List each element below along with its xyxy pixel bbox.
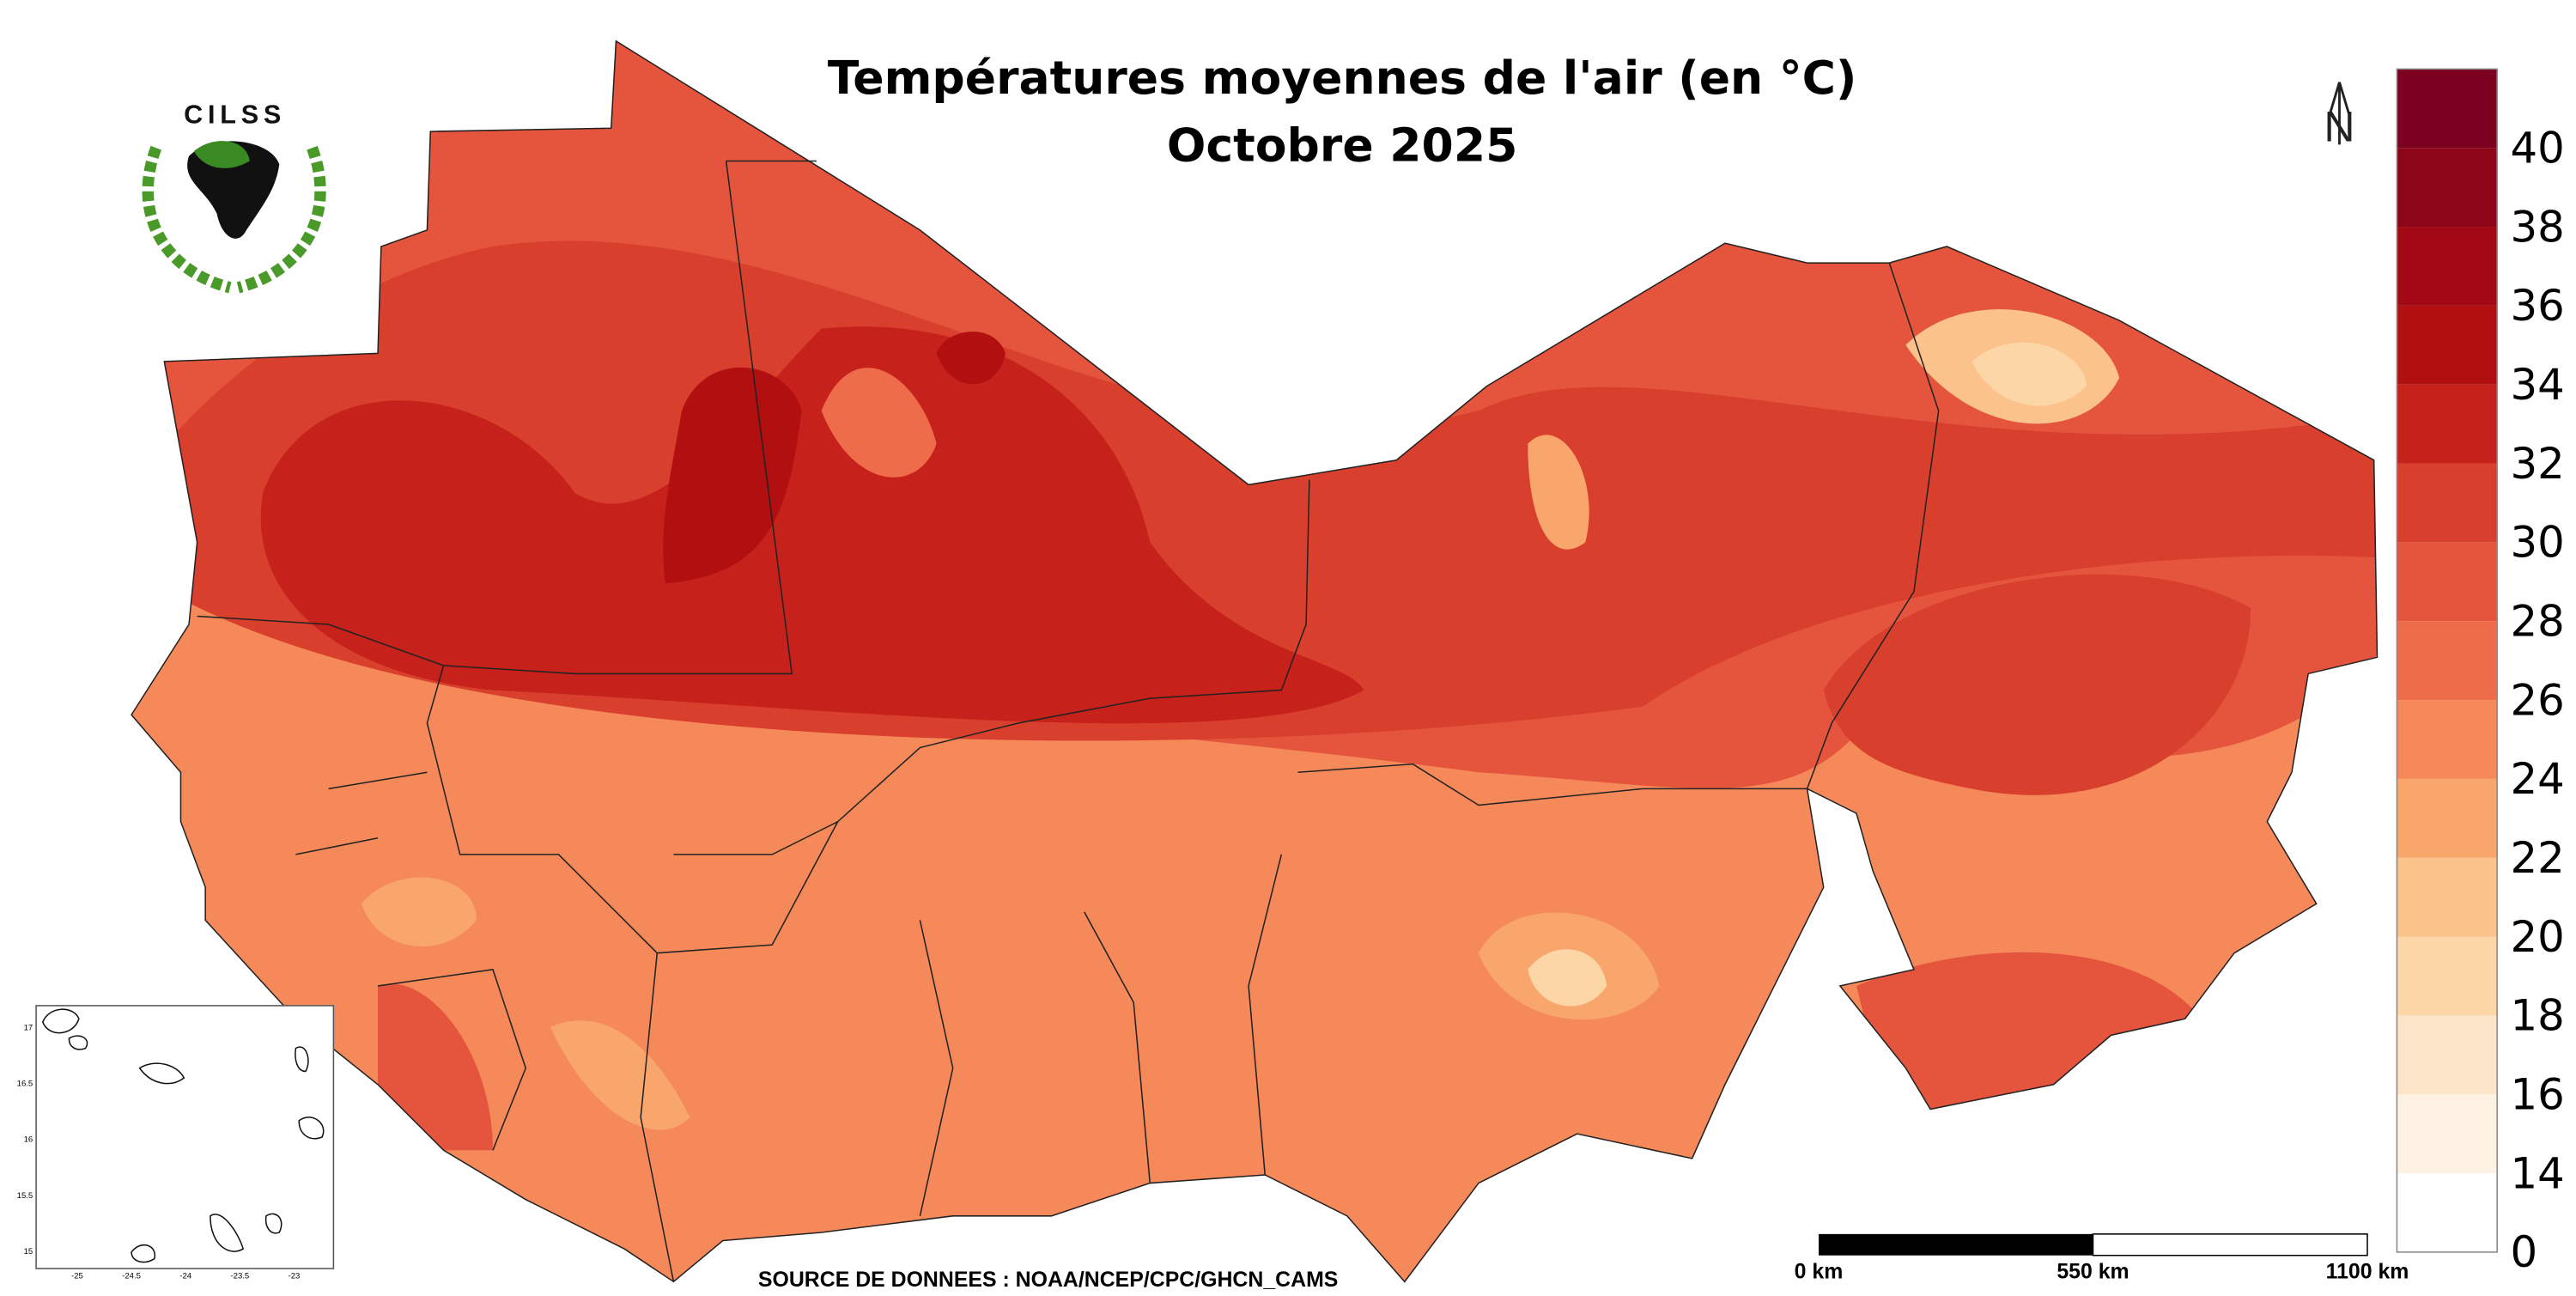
north-label: N xyxy=(2324,103,2355,151)
legend-swatch xyxy=(2397,69,2498,149)
legend-frame xyxy=(2396,68,2498,1253)
legend-swatch xyxy=(2397,700,2498,779)
inset-x-label: -25 xyxy=(71,1272,83,1281)
source-note: SOURCE DE DONNEES : NOAA/NCEP/CPC/GHCN_C… xyxy=(758,1268,1338,1292)
logo: CILSS xyxy=(142,100,326,294)
inset-x-label: -24 xyxy=(179,1272,191,1281)
title: Températures moyennes de l'air (en °C) xyxy=(828,51,1857,105)
scale-bar-dark xyxy=(1818,1233,2093,1256)
legend-label: 30 xyxy=(2510,518,2564,568)
legend-label: 24 xyxy=(2510,754,2564,804)
legend-label: 20 xyxy=(2510,912,2564,962)
region-outline xyxy=(131,40,2379,1283)
inset-y-label: 15.5 xyxy=(17,1191,33,1201)
legend-swatch xyxy=(2397,542,2498,622)
legend-label: 18 xyxy=(2510,991,2564,1041)
legend-label: 38 xyxy=(2510,202,2564,252)
north-arrow: N xyxy=(2324,82,2355,151)
scale-bar-light xyxy=(2092,1233,2368,1256)
legend-swatch xyxy=(2397,936,2498,1016)
subtitle: Octobre 2025 xyxy=(1167,119,1518,173)
legend-swatch xyxy=(2397,778,2498,858)
inset-y-label: 15 xyxy=(24,1247,33,1256)
legend-swatch xyxy=(2397,1173,2498,1252)
inset-x-label: -24.5 xyxy=(122,1272,141,1281)
legend-label: 14 xyxy=(2510,1148,2564,1198)
legend-label: 32 xyxy=(2510,439,2564,489)
country-borders xyxy=(197,160,1940,1282)
legend-label: 26 xyxy=(2510,675,2564,725)
legend: 0 14 16 18 20 22 24 26 28 30 32 34 36 38 40 xyxy=(2396,68,2565,1277)
legend-swatch xyxy=(2397,384,2498,464)
logo-text: CILSS xyxy=(184,100,286,129)
legend-swatch xyxy=(2397,463,2498,543)
inset-y-label: 16.5 xyxy=(17,1080,33,1089)
inset-x-label: -23.5 xyxy=(230,1272,249,1281)
inset-map: 17 16.5 16 15.5 15 -25 -24.5 -24 -23.5 -23 xyxy=(17,1005,335,1281)
legend-label: 36 xyxy=(2510,281,2564,331)
inset-y-label: 17 xyxy=(24,1024,33,1033)
legend-label: 28 xyxy=(2510,596,2564,646)
inset-y-label: 16 xyxy=(24,1135,33,1145)
scale-label: 0 km xyxy=(1795,1260,1844,1284)
legend-label: 34 xyxy=(2510,360,2564,410)
scale-label: 550 km xyxy=(2057,1260,2129,1284)
legend-swatch xyxy=(2397,621,2498,701)
legend-label: 22 xyxy=(2510,833,2564,883)
legend-swatch xyxy=(2397,1094,2498,1174)
legend-swatch xyxy=(2397,148,2498,228)
legend-swatch xyxy=(2397,227,2498,306)
inset-x-label: -23 xyxy=(289,1272,301,1281)
scale-bar: 0 km 550 km 1100 km xyxy=(1795,1233,2409,1284)
legend-swatch xyxy=(2397,857,2498,937)
legend-swatch xyxy=(2397,1015,2498,1095)
legend-label: 0 xyxy=(2510,1227,2537,1277)
legend-label: 40 xyxy=(2510,123,2564,173)
legend-label: 16 xyxy=(2510,1069,2564,1119)
scale-label: 1100 km xyxy=(2326,1260,2409,1284)
legend-swatch xyxy=(2397,305,2498,385)
